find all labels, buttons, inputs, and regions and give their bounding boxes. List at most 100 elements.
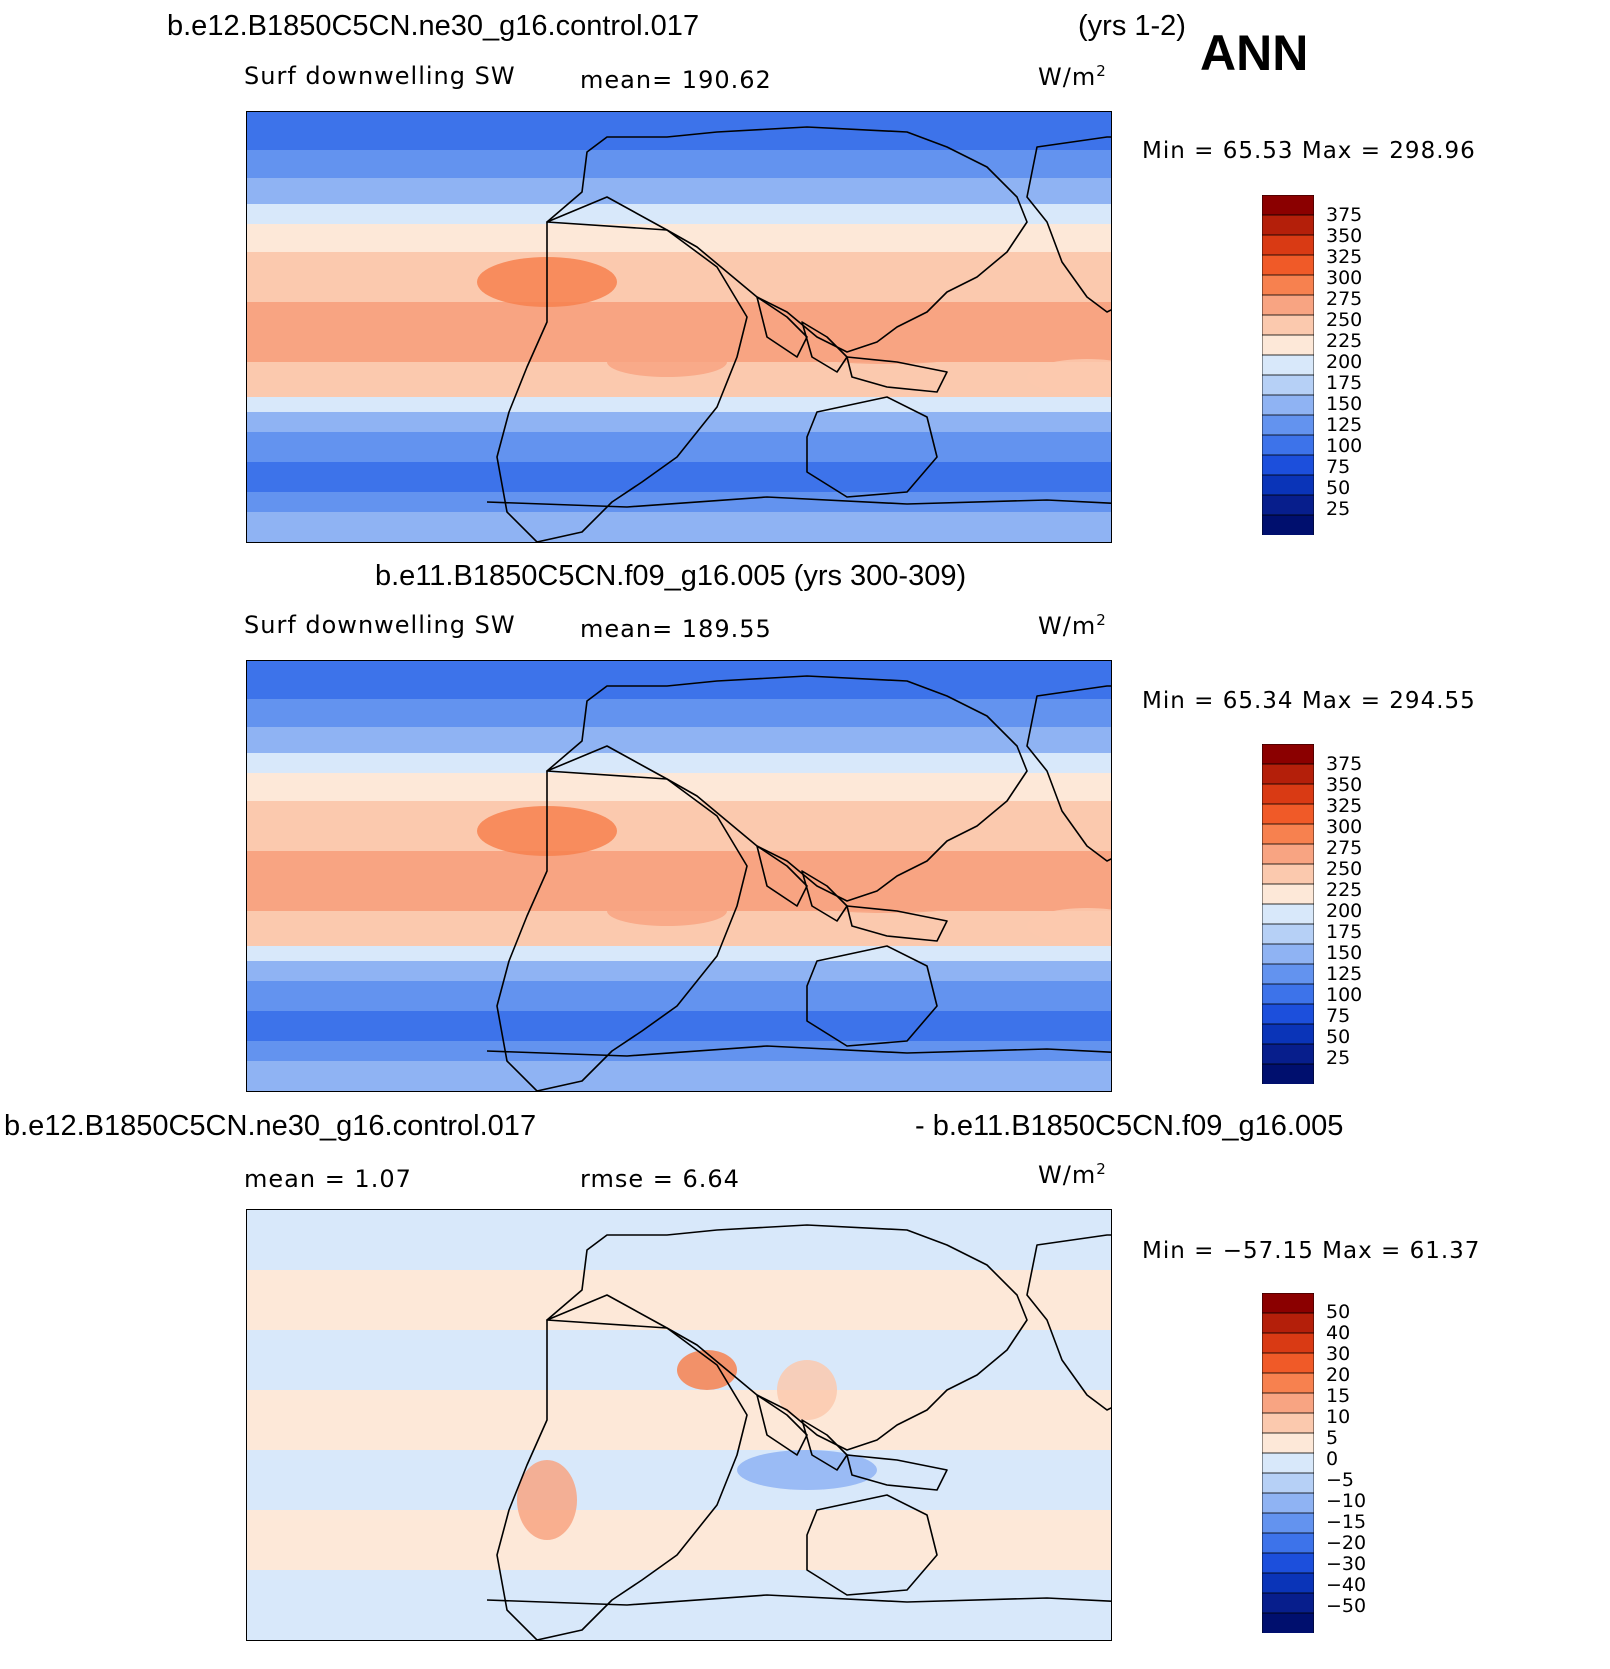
colorbar-swatch — [1262, 1392, 1314, 1414]
field-anomaly — [777, 1360, 837, 1420]
colorbar-swatch — [1262, 1352, 1314, 1374]
colorbar-swatch — [1262, 983, 1314, 1005]
panel2-units: W/m2 — [1038, 611, 1107, 640]
colorbar-tick-label: 175 — [1326, 372, 1363, 394]
colorbar-swatch — [1262, 923, 1314, 945]
diff-right-title: - b.e11.B1850C5CN.f09_g16.005 — [915, 1110, 1344, 1142]
coastline — [806, 396, 938, 498]
case2-title: b.e11.B1850C5CN.f09_g16.005 (yrs 300-309… — [375, 560, 967, 592]
colorbar-swatch — [1262, 414, 1314, 436]
colorbar-tick-label: 10 — [1326, 1406, 1351, 1428]
colorbar-swatch — [1262, 943, 1314, 965]
colorbar-swatch — [1262, 883, 1314, 905]
colorbar-tick-label: 200 — [1326, 351, 1363, 373]
field-anomaly — [1097, 873, 1111, 909]
colorbar-tick-label: 325 — [1326, 246, 1363, 268]
colorbar-swatch — [1262, 1492, 1314, 1514]
panel3-minmax: Min = −57.15 Max = 61.37 — [1142, 1238, 1481, 1264]
coastline — [846, 905, 948, 942]
field-anomaly — [677, 1350, 737, 1390]
colorbar-swatch — [1262, 1412, 1314, 1434]
colorbar-swatch — [1262, 494, 1314, 516]
field-band — [247, 112, 1111, 151]
field-band — [247, 1011, 1111, 1042]
colorbar-tick-label: 325 — [1326, 795, 1363, 817]
panel2-colorbar-labels: 375 350 325 300 275 250 225 200 175 150 125 100 75 50… — [1326, 754, 1362, 1069]
field-band — [247, 204, 1111, 225]
coastline — [486, 1594, 1111, 1606]
coastline — [496, 745, 748, 1091]
colorbar-tick-label: 275 — [1326, 288, 1363, 310]
colorbar-tick-label: 300 — [1326, 267, 1363, 289]
colorbar-swatch — [1262, 1552, 1314, 1574]
colorbar-tick-label: 225 — [1326, 879, 1363, 901]
field-band — [247, 661, 1111, 700]
panel1-units: W/m2 — [1038, 62, 1107, 91]
field-band — [247, 699, 1111, 728]
colorbar-tick-label: 50 — [1326, 477, 1351, 499]
colorbar-tick-label: −30 — [1326, 1553, 1367, 1575]
colorbar-swatch — [1262, 454, 1314, 476]
colorbar-swatch — [1262, 903, 1314, 925]
colorbar-swatch — [1262, 354, 1314, 376]
panel2-mean: mean= 189.55 — [580, 615, 772, 643]
colorbar-tick-label: 375 — [1326, 204, 1363, 226]
coastline — [1026, 1234, 1111, 1411]
colorbar-swatch — [1262, 334, 1314, 356]
colorbar-swatch — [1262, 843, 1314, 865]
colorbar-tick-label: 375 — [1326, 753, 1363, 775]
field-band — [247, 801, 1111, 852]
panel1-map — [246, 111, 1112, 543]
colorbar-swatch — [1262, 863, 1314, 885]
colorbar-swatch — [1262, 254, 1314, 276]
field-anomaly — [767, 869, 1007, 913]
coastline — [756, 1394, 808, 1456]
colorbar-swatch — [1262, 1532, 1314, 1554]
coastline — [496, 1294, 748, 1640]
colorbar-swatch — [1262, 1572, 1314, 1594]
panel3-mean: mean = 1.07 — [244, 1165, 412, 1193]
field-band — [247, 178, 1111, 205]
colorbar-tick-label: 225 — [1326, 330, 1363, 352]
colorbar-tick-label: 150 — [1326, 393, 1363, 415]
field-band — [247, 946, 1111, 962]
colorbar-tick-label: 75 — [1326, 1005, 1351, 1027]
field-band — [247, 1450, 1111, 1511]
panel1-colorbar-labels: 375 350 325 300 275 250 225 200 175 150 125 100 75 50… — [1326, 205, 1362, 520]
panel3-colorbar-labels: 50 40 30 20 15 10 5 0 −5 −10 −15 −20 −30 −40 −50 — [1326, 1302, 1366, 1617]
panel1-minmax: Min = 65.53 Max = 298.96 — [1142, 138, 1476, 164]
colorbar-swatch — [1262, 314, 1314, 336]
field-anomaly — [1027, 908, 1111, 944]
diff-left-title: b.e12.B1850C5CN.ne30_g16.control.017 — [4, 1110, 537, 1142]
colorbar-swatch — [1262, 1023, 1314, 1045]
panel2-colorbar — [1262, 744, 1314, 1084]
colorbar-swatch — [1262, 1452, 1314, 1474]
colorbar-tick-label: 275 — [1326, 837, 1363, 859]
field-band — [247, 512, 1111, 542]
colorbar-swatch — [1262, 1512, 1314, 1534]
field-band — [247, 1390, 1111, 1451]
panel3-units: W/m2 — [1038, 1160, 1107, 1189]
colorbar-swatch — [1262, 1612, 1314, 1633]
panel1-mean: mean= 190.62 — [580, 66, 772, 94]
panel2-map — [246, 660, 1112, 1092]
field-band — [247, 981, 1111, 1012]
field-band — [247, 1270, 1111, 1331]
colorbar-tick-label: 100 — [1326, 435, 1363, 457]
colorbar-swatch — [1262, 783, 1314, 805]
field-band — [247, 462, 1111, 493]
colorbar-swatch — [1262, 744, 1314, 765]
colorbar-tick-label: 50 — [1326, 1026, 1351, 1048]
colorbar-swatch — [1262, 963, 1314, 985]
field-anomaly — [607, 896, 727, 926]
field-band — [247, 252, 1111, 303]
coastline — [806, 1494, 938, 1596]
field-band — [247, 1210, 1111, 1271]
panel1-variable: Surf downwelling SW — [244, 62, 516, 90]
colorbar-swatch — [1262, 374, 1314, 396]
colorbar-tick-label: 200 — [1326, 900, 1363, 922]
field-band — [247, 150, 1111, 179]
field-band — [247, 397, 1111, 413]
colorbar-tick-label: 125 — [1326, 963, 1363, 985]
colorbar-tick-label: −10 — [1326, 1490, 1367, 1512]
